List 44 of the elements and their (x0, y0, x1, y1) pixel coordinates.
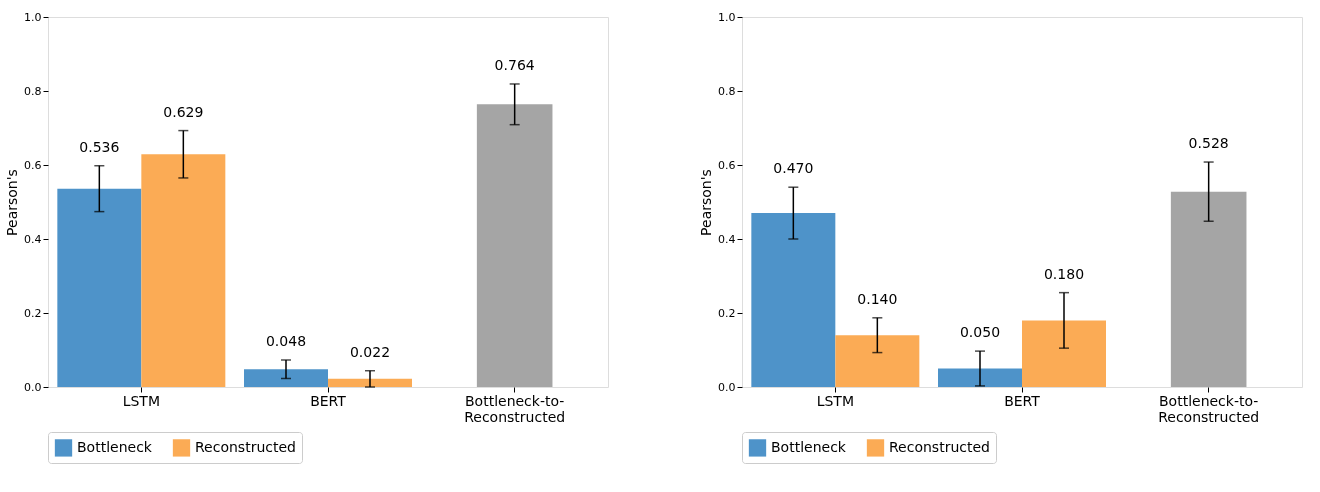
bar (141, 154, 226, 387)
x-tick-label: Bottleneck-to- Reconstructed (1158, 392, 1260, 425)
bar (835, 335, 920, 387)
data-label: 0.528 (1188, 135, 1229, 152)
x-tick-label: LSTM (816, 392, 854, 409)
x-tick-label: LSTM (122, 392, 160, 409)
legend-label: Reconstructed (889, 438, 990, 455)
data-label: 0.140 (857, 290, 898, 307)
y-axis-title: Pearson's (698, 169, 715, 236)
data-label: 0.536 (79, 138, 120, 155)
y-tick-label: 0.6 (718, 158, 736, 172)
y-tick-label: 0.4 (24, 232, 42, 246)
legend-label: Bottleneck (77, 438, 153, 455)
data-label: 0.764 (494, 56, 535, 73)
bar (244, 369, 328, 387)
y-tick-label: 0.2 (718, 306, 736, 320)
data-label: 0.180 (1043, 265, 1085, 282)
legend-label: Bottleneck (771, 438, 847, 455)
bar (476, 104, 553, 387)
y-tick-label: 1.0 (718, 10, 736, 24)
bar (938, 368, 1022, 387)
bar (328, 378, 412, 387)
data-label: 0.470 (773, 160, 814, 177)
y-tick-label: 1.0 (24, 10, 42, 24)
y-tick-label: 0.6 (24, 158, 42, 172)
data-label: 0.048 (265, 332, 307, 349)
data-label: 0.629 (163, 103, 204, 120)
bar (1022, 320, 1106, 387)
bar (1170, 191, 1247, 387)
y-tick-label: 0.8 (718, 84, 736, 98)
x-tick-label: BERT (310, 392, 347, 409)
y-tick-label: 0.2 (24, 306, 42, 320)
y-tick-label: 0.4 (718, 232, 736, 246)
data-label: 0.050 (959, 324, 1001, 341)
legend-label: Reconstructed (195, 438, 296, 455)
y-tick-label: 0.0 (24, 380, 42, 394)
x-tick-label: Bottleneck-to- Reconstructed (464, 392, 566, 425)
y-tick-label: 0.8 (24, 84, 42, 98)
y-tick-label: 0.0 (718, 380, 736, 394)
y-axis-title: Pearson's (4, 169, 21, 236)
x-tick-label: BERT (1004, 392, 1041, 409)
data-label: 0.022 (349, 343, 391, 360)
bar (57, 188, 142, 387)
bar (751, 213, 836, 387)
